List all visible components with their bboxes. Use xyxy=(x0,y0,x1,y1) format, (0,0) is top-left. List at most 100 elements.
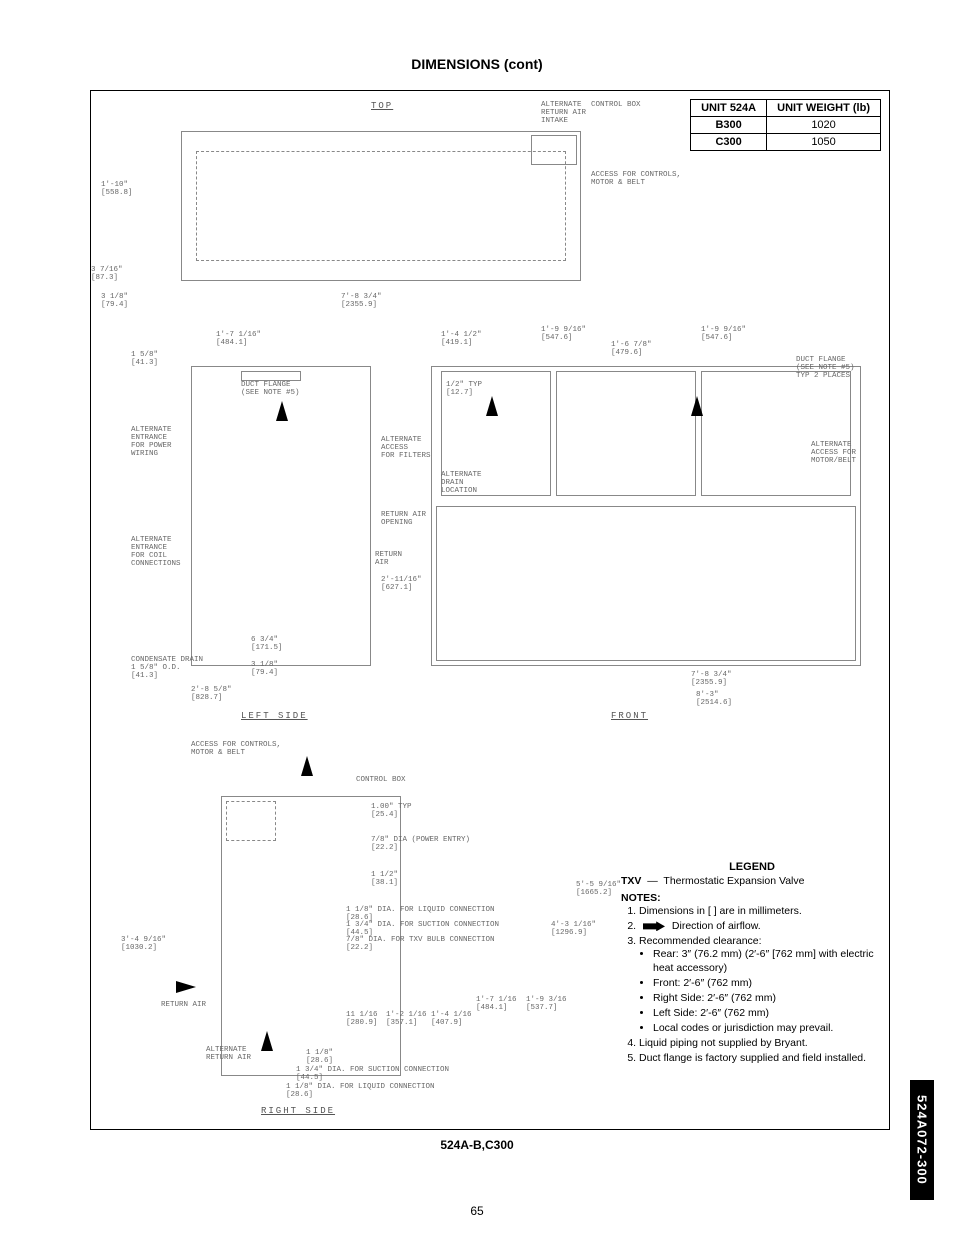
note-4: Liquid piping not supplied by Bryant. xyxy=(639,1037,883,1050)
figure-frame: UNIT 524A UNIT WEIGHT (lb) B300 1020 C30… xyxy=(90,90,890,1130)
dim-d19: 1 1/2" [38.1] xyxy=(371,871,398,887)
notes-title: NOTES: xyxy=(621,892,883,905)
dim-d2: 3 7/16" [87.3] xyxy=(91,266,123,282)
dim-d25: 3'-4 9/16" [1030.2] xyxy=(121,936,166,952)
note-3-item: Rear: 3″ (76.2 mm) (2′-6″ [762 mm] with … xyxy=(653,948,883,974)
dim-d21: 1 3/4" DIA. FOR SUCTION CONNECTION [44.5… xyxy=(346,921,499,937)
dim-d7: 1'-9 9/16" [547.6] xyxy=(541,326,586,342)
note-2-text: Direction of airflow. xyxy=(672,920,761,932)
legend-title: LEGEND xyxy=(621,861,883,875)
callout-alt-drain: ALTERNATE DRAIN LOCATION xyxy=(441,471,482,495)
table-row: B300 1020 xyxy=(691,117,881,134)
airflow-arrow-icon xyxy=(176,981,196,993)
callout-duct-flange: DUCT FLANGE (SEE NOTE #5) xyxy=(241,381,300,397)
note-3: Recommended clearance: Rear: 3″ (76.2 mm… xyxy=(639,935,883,1035)
dim-d12: 6 3/4" [171.5] xyxy=(251,636,283,652)
airflow-arrow-icon xyxy=(261,1031,273,1051)
page-number: 65 xyxy=(0,1204,954,1218)
dim-d3: 3 1/8" [79.4] xyxy=(101,293,128,309)
notes-list: Dimensions in [ ] are in millimeters. Di… xyxy=(639,905,883,1065)
dim-d6: 1'-4 1/2" [419.1] xyxy=(441,331,482,347)
dim-d7b: 1'-9 9/16" [547.6] xyxy=(701,326,746,342)
table-header-weight: UNIT WEIGHT (lb) xyxy=(767,100,881,117)
note-2: Direction of airflow. xyxy=(639,920,883,933)
callout-alt-return-2: ALTERNATE RETURN AIR xyxy=(206,1046,251,1062)
note-3-item: Front: 2′-6″ (762 mm) xyxy=(653,977,883,990)
note-3-item: Local codes or jurisdiction may prevail. xyxy=(653,1022,883,1035)
view-label-right: RIGHT SIDE xyxy=(261,1106,335,1116)
airflow-arrow-icon xyxy=(486,396,498,416)
page-title: DIMENSIONS (cont) xyxy=(0,56,954,72)
callout-access-controls: ACCESS FOR CONTROLS, MOTOR & BELT xyxy=(591,171,681,187)
callout-alt-motor: ALTERNATE ACCESS FOR MOTOR/BELT xyxy=(811,441,856,465)
figure-caption: 524A-B,C300 xyxy=(0,1138,954,1152)
cell-weight: 1050 xyxy=(767,134,881,151)
dim-d1: 1'-10" [558.8] xyxy=(101,181,133,197)
dim-d9: 1 5/8" [41.3] xyxy=(131,351,158,367)
callout-condensate: CONDENSATE DRAIN 1 5/8" O.D. [41.3] xyxy=(131,656,203,680)
dim-d20: 1 1/8" DIA. FOR LIQUID CONNECTION [28.6] xyxy=(346,906,495,922)
cell-weight: 1020 xyxy=(767,117,881,134)
unit-weight-table: UNIT 524A UNIT WEIGHT (lb) B300 1020 C30… xyxy=(690,99,881,151)
note-3-sublist: Rear: 3″ (76.2 mm) (2′-6″ [762 mm] with … xyxy=(653,948,883,1035)
note-3-lead: Recommended clearance: xyxy=(639,935,762,947)
callout-return-air-r: RETURN AIR xyxy=(161,1001,206,1009)
dim-d33: 1 1/8" DIA. FOR LIQUID CONNECTION [28.6] xyxy=(286,1083,435,1099)
cell-unit: C300 xyxy=(691,134,767,151)
right-side-view: ACCESS FOR CONTROLS, MOTOR & BELT CONTRO… xyxy=(131,741,631,1121)
legend-txv-abbrev: TXV xyxy=(621,875,641,887)
callout-return-air: RETURN AIR xyxy=(375,551,402,567)
callout-alt-power: ALTERNATE ENTRANCE FOR POWER WIRING xyxy=(131,426,172,458)
dim-d13: 3 1/8" [79.4] xyxy=(251,661,278,677)
airflow-arrow-icon xyxy=(691,396,703,416)
dim-d8: 1'-6 7/8" [479.6] xyxy=(611,341,652,357)
legend-block: LEGEND TXV — Thermostatic Expansion Valv… xyxy=(621,861,883,1067)
dim-d24: 4'-3 1/16" [1296.9] xyxy=(551,921,596,937)
dim-d4: 7'-8 3/4" [2355.9] xyxy=(341,293,382,309)
airflow-arrow-icon xyxy=(643,921,665,931)
view-label-top: TOP xyxy=(371,101,393,111)
callout-alt-filters: ALTERNATE ACCESS FOR FILTERS xyxy=(381,436,431,460)
view-label-left: LEFT SIDE xyxy=(241,711,308,721)
cell-unit: B300 xyxy=(691,117,767,134)
note-3-item: Left Side: 2′-6″ (762 mm) xyxy=(653,1007,883,1020)
table-row: C300 1050 xyxy=(691,134,881,151)
dim-d30: 1'-9 3/16 [537.7] xyxy=(526,996,567,1012)
callout-control-box-2: CONTROL BOX xyxy=(356,776,406,784)
legend-txv-row: TXV — Thermostatic Expansion Valve xyxy=(621,875,883,888)
legend-txv-dash: — xyxy=(647,875,658,887)
legend-txv-def: Thermostatic Expansion Valve xyxy=(663,875,804,887)
dim-d16: 8'-3" [2514.6] xyxy=(696,691,732,707)
dim-d22: 7/8" DIA. FOR TXV BULB CONNECTION [22.2] xyxy=(346,936,495,952)
dim-d28: 1'-4 1/16 [407.9] xyxy=(431,1011,472,1027)
callout-control-box: CONTROL BOX xyxy=(591,101,641,109)
view-label-front: FRONT xyxy=(611,711,648,721)
dim-d15: 7'-8 3/4" [2355.9] xyxy=(691,671,732,687)
dim-d29: 1'-7 1/16 [484.1] xyxy=(476,996,517,1012)
note-3-item: Right Side: 2′-6″ (762 mm) xyxy=(653,992,883,1005)
note-1: Dimensions in [ ] are in millimeters. xyxy=(639,905,883,918)
callout-duct-flange-r: DUCT FLANGE (SEE NOTE #5) TYP 2 PLACES xyxy=(796,356,855,380)
left-side-view: 1'-7 1/16" [484.1] 1 5/8" [41.3] DUCT FL… xyxy=(131,326,411,726)
dim-d14: 2'-8 5/8" [828.7] xyxy=(191,686,232,702)
side-tab: 524A072-300 xyxy=(910,1080,934,1200)
callout-alt-return: ALTERNATE RETURN AIR INTAKE xyxy=(541,101,586,125)
dim-d17: 1.00" TYP [25.4] xyxy=(371,803,412,819)
dim-d27: 1'-2 1/16 [357.1] xyxy=(386,1011,427,1027)
dim-d26: 11 1/16 [280.9] xyxy=(346,1011,378,1027)
dim-d18: 7/8" DIA (POWER ENTRY) [22.2] xyxy=(371,836,470,852)
dim-d32: 1 3/4" DIA. FOR SUCTION CONNECTION [44.5… xyxy=(296,1066,449,1082)
callout-return-opening: RETURN AIR OPENING xyxy=(381,511,426,527)
front-view: 1'-4 1/2" [419.1] 1'-9 9/16" [547.6] 1'-… xyxy=(391,326,881,726)
airflow-arrow-icon xyxy=(276,401,288,421)
note-5: Duct flange is factory supplied and fiel… xyxy=(639,1052,883,1065)
dim-d23: 5'-5 9/16" [1665.2] xyxy=(576,881,621,897)
dim-d10: 1/2" TYP [12.7] xyxy=(446,381,482,397)
dim-d5: 1'-7 1/16" [484.1] xyxy=(216,331,261,347)
callout-alt-coil: ALTERNATE ENTRANCE FOR COIL CONNECTIONS xyxy=(131,536,181,568)
dim-d11: 2'-11/16" [627.1] xyxy=(381,576,422,592)
table-header-unit: UNIT 524A xyxy=(691,100,767,117)
top-view: TOP ALTERNATE RETURN AIR INTAKE CONTROL … xyxy=(141,101,671,311)
callout-access-controls-2: ACCESS FOR CONTROLS, MOTOR & BELT xyxy=(191,741,281,757)
dim-d31: 1 1/8" [28.6] xyxy=(306,1049,333,1065)
